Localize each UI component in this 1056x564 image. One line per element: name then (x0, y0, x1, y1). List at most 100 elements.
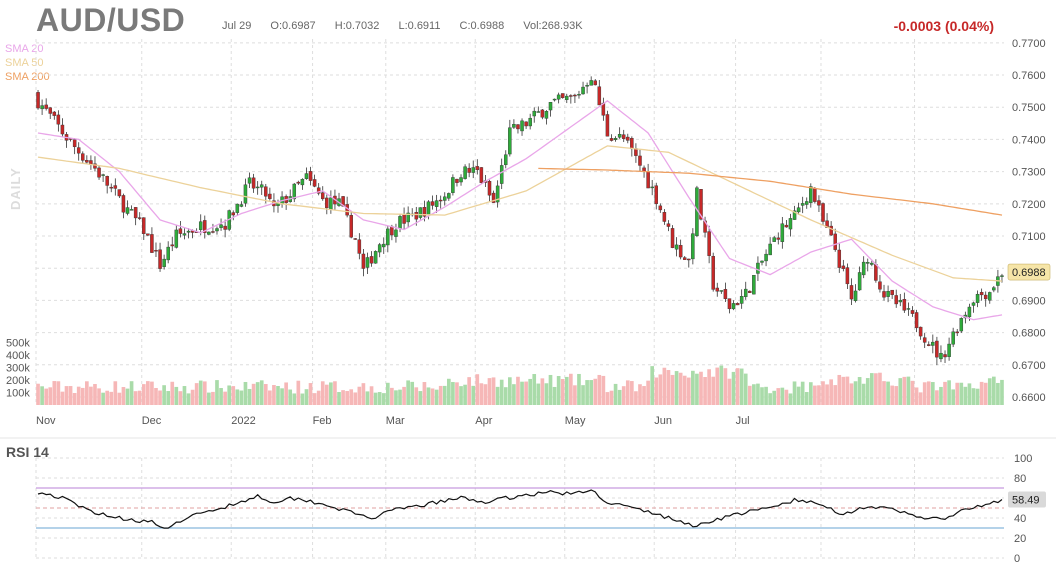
y-tick-label: 0.6600 (1012, 392, 1046, 404)
candle-body (874, 264, 878, 281)
volume-bar (922, 382, 927, 405)
volume-bar (349, 389, 354, 405)
volume-bar (231, 386, 236, 405)
volume-bar (60, 391, 65, 405)
candle-body (443, 196, 447, 201)
candle-body (479, 167, 484, 183)
volume-bar (353, 392, 358, 405)
candle-body (837, 249, 842, 268)
candle-body (447, 193, 451, 199)
volume-bar (996, 382, 1000, 405)
volume-bar (68, 386, 73, 405)
volume-bar (300, 393, 305, 405)
volume-bar (215, 380, 219, 405)
volume-bar (154, 387, 158, 405)
candle-body (886, 291, 890, 297)
volume-bar (686, 377, 691, 405)
volume-bar (715, 367, 720, 405)
volume-bar (109, 391, 114, 405)
candle-body (617, 133, 622, 138)
sma-legend: SMA 20 SMA 50 SMA 200 (5, 42, 50, 84)
volume-bar (406, 380, 410, 405)
candle-body (520, 120, 524, 132)
volume-bar (650, 366, 655, 405)
volume-bar (373, 392, 378, 405)
candle-body (166, 246, 170, 261)
x-tick-label: Apr (475, 415, 492, 427)
volume-bar (585, 380, 589, 405)
volume-bar (630, 381, 634, 405)
volume-bar (422, 382, 427, 405)
volume-bar (48, 387, 53, 405)
volume-bar (817, 385, 821, 405)
volume-bar (471, 385, 476, 405)
volume-bar (508, 377, 512, 405)
volume-bar (869, 373, 874, 405)
volume-tick-label: 100k (6, 388, 30, 400)
volume-bar (898, 378, 903, 405)
candle-body (508, 127, 512, 155)
candle-body (845, 267, 850, 285)
volume-bar (926, 381, 931, 405)
candle-body (329, 197, 333, 210)
candle-body (105, 176, 109, 186)
volume-bar (524, 381, 528, 405)
volume-bar (202, 381, 207, 405)
volume-bar (40, 386, 44, 405)
volume-bar (813, 385, 817, 405)
volume-bar (930, 382, 935, 405)
volume-bar (678, 372, 683, 405)
volume-bar (459, 386, 463, 405)
candle-body (235, 203, 240, 213)
candle-body (800, 203, 805, 206)
legend-sma200[interactable]: SMA 200 (5, 71, 50, 83)
volume-bar (764, 386, 768, 405)
legend-sma20[interactable]: SMA 20 (5, 43, 44, 55)
volume-bar (64, 386, 69, 405)
candle-body (723, 289, 728, 299)
candle-body (772, 237, 776, 242)
candle-body (512, 124, 516, 128)
candle-body (369, 256, 374, 264)
volume-bar (963, 386, 968, 405)
candle-body (516, 124, 520, 130)
volume-bar (609, 390, 614, 405)
candle-body (211, 231, 215, 233)
chart-header: AUD/USD Jul 29 O:0.6987 H:0.7032 L:0.691… (0, 0, 1056, 40)
volume-bar (503, 387, 508, 405)
candle-body (300, 178, 305, 186)
candle-body (577, 94, 581, 96)
candle-body (251, 177, 256, 189)
candle-body (988, 292, 992, 301)
volume-bar (564, 376, 569, 405)
candle-body (243, 184, 248, 204)
legend-sma50[interactable]: SMA 50 (5, 57, 44, 69)
candle-body (796, 207, 801, 213)
volume-bar (430, 388, 435, 405)
candle-body (752, 275, 756, 295)
volume-bar (146, 381, 150, 405)
candle-body (768, 243, 772, 256)
candle-body (382, 243, 386, 248)
candle-body (809, 186, 813, 203)
candle-body (125, 207, 130, 214)
volume-bar (467, 377, 471, 405)
candle-body (947, 343, 951, 357)
volume-bar (792, 381, 797, 405)
low-value: L:0.6911 (398, 20, 441, 32)
candle-body (573, 94, 577, 97)
candle-body (239, 204, 244, 207)
volume-bar (540, 378, 545, 405)
volume-bar (674, 371, 679, 405)
candle-body (971, 302, 976, 306)
candle-body (268, 193, 272, 199)
volume-bar (125, 388, 130, 405)
volume-bar (951, 389, 955, 405)
candle-body (231, 212, 236, 216)
candle-body (48, 107, 52, 114)
volume-bar (239, 390, 244, 405)
candle-body (678, 245, 683, 258)
volume-bar (691, 370, 695, 405)
volume-bar (955, 382, 960, 405)
